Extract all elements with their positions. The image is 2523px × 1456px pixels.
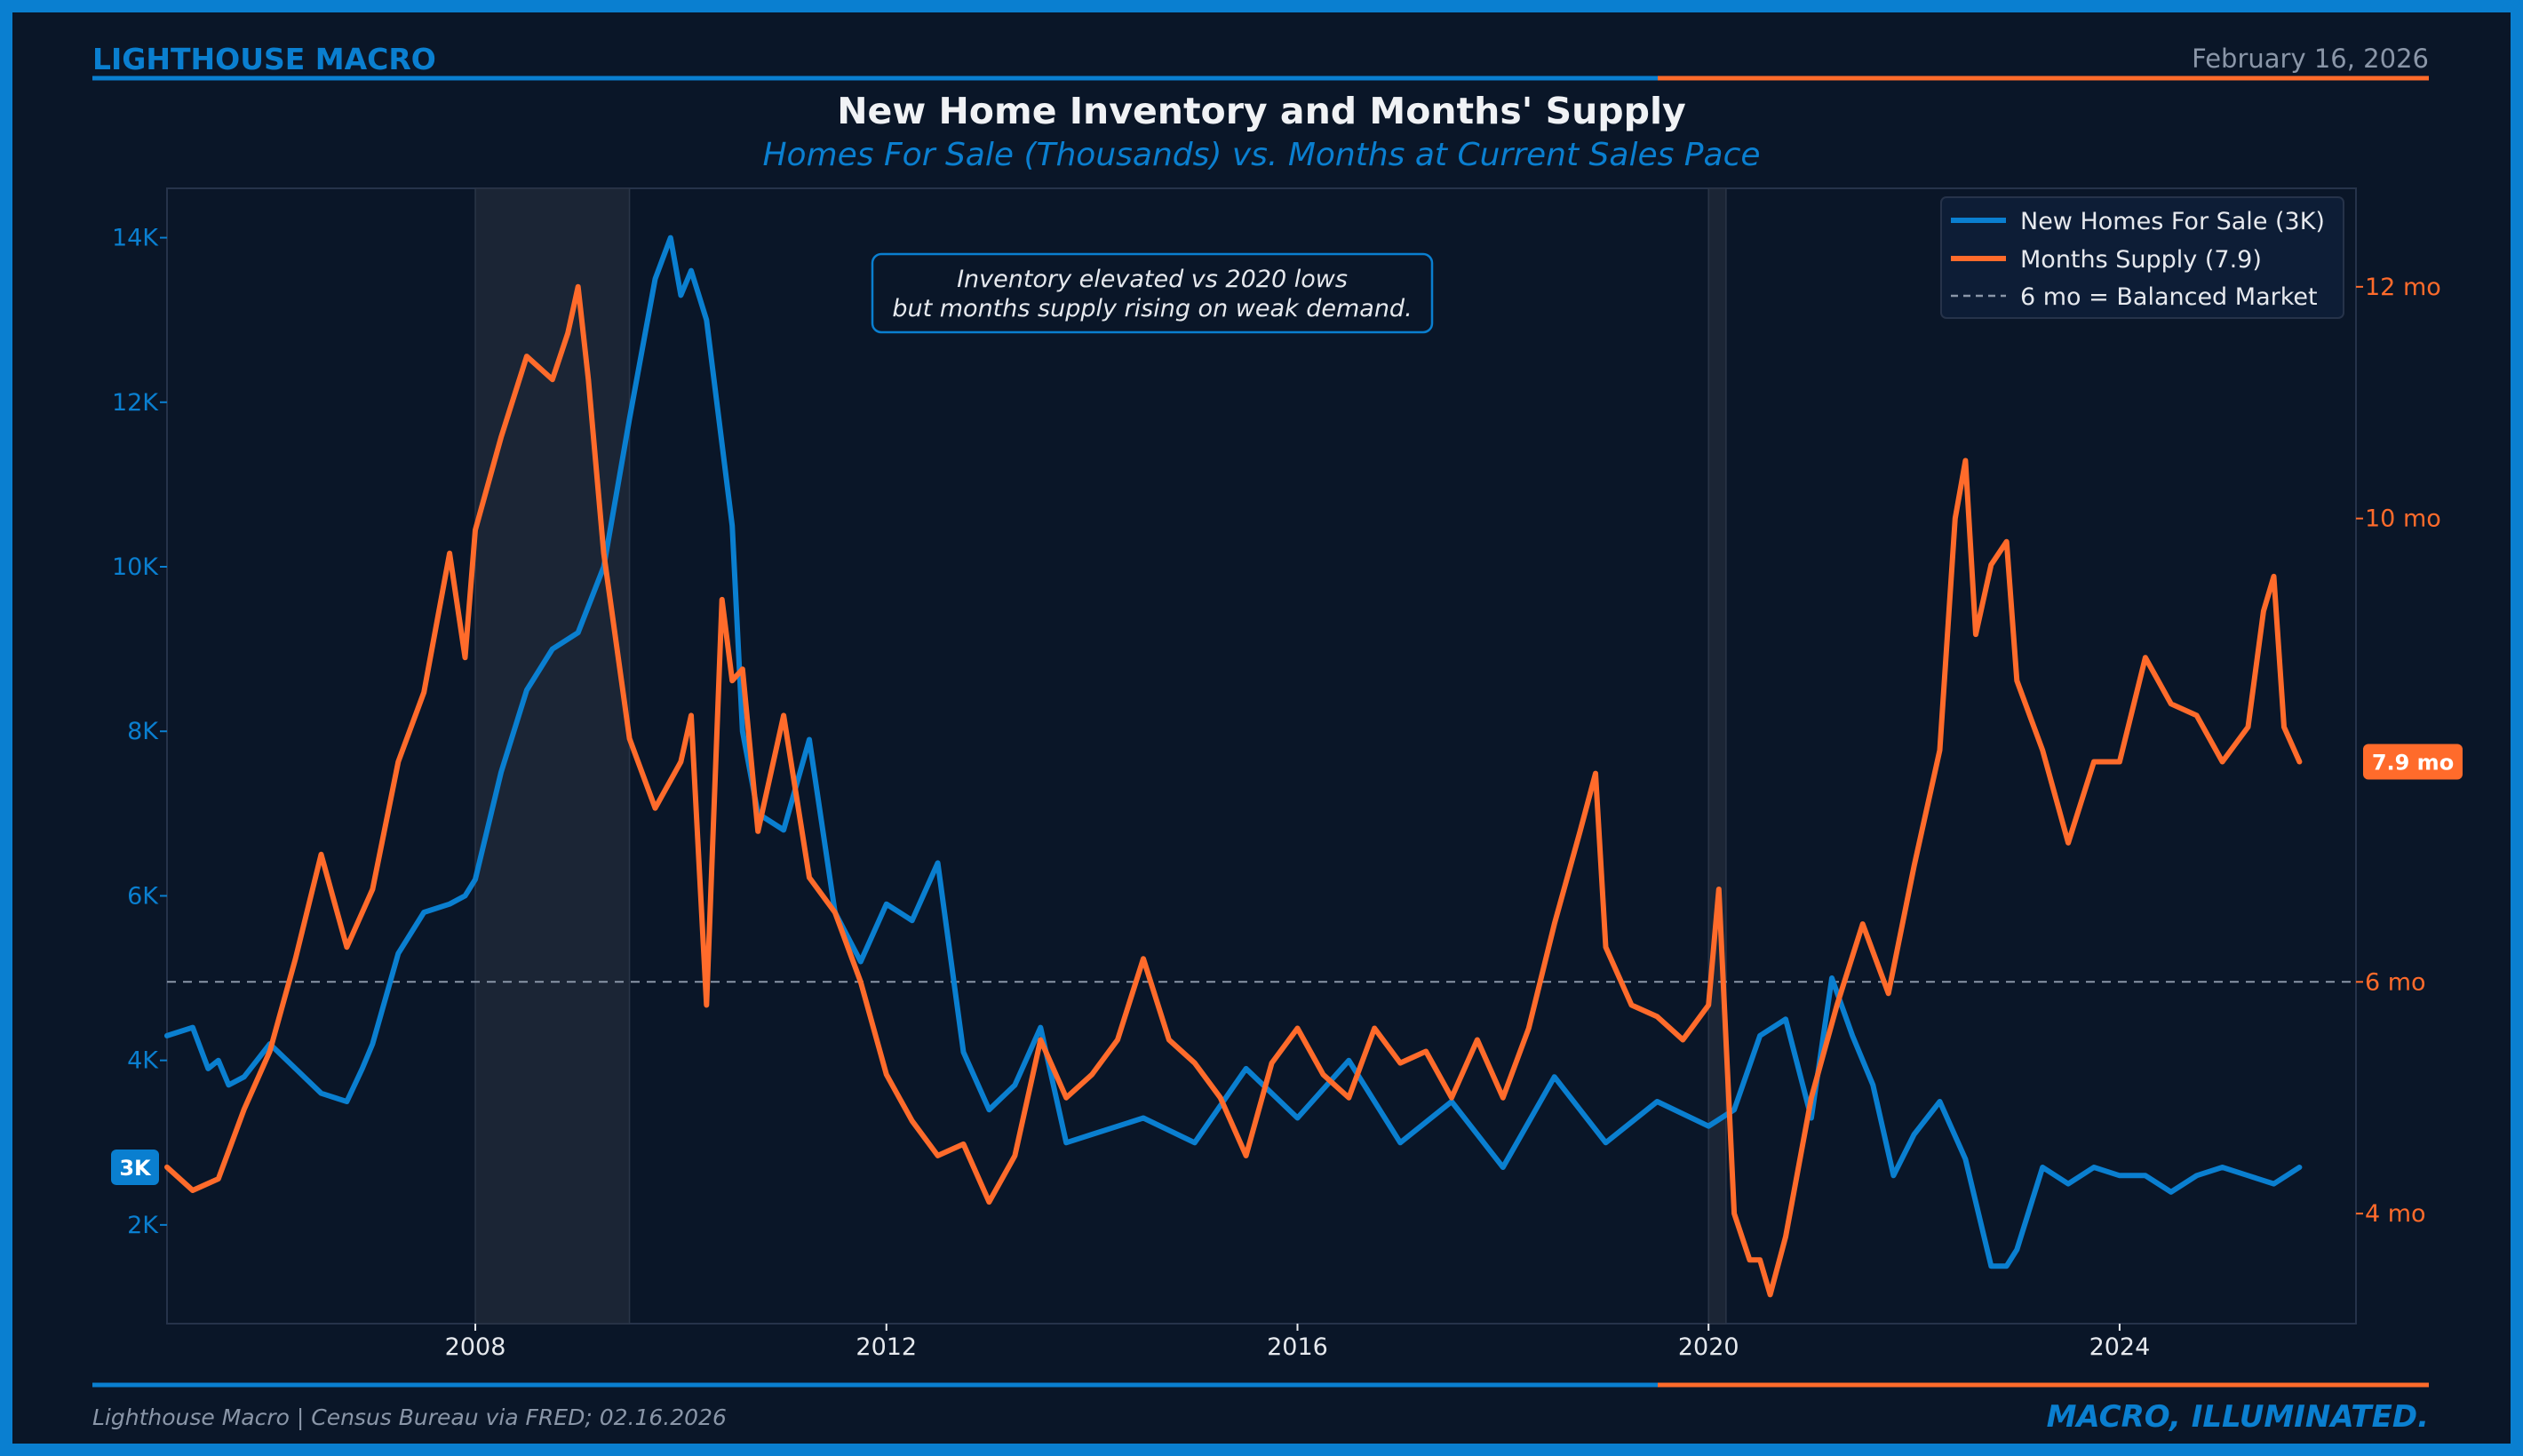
x-tick-label: 2008: [445, 1333, 506, 1361]
right-tick-label: 12 mo: [2365, 274, 2441, 301]
series-line-new-homes-for-sale: [164, 235, 2303, 1269]
right-tick-label: 4 mo: [2365, 1200, 2426, 1228]
chart-title: New Home Inventory and Months' Supply: [837, 90, 1686, 132]
x-axis: 2008 2012 2016 2020 2024: [445, 1324, 2151, 1361]
header-date: February 16, 2026: [2192, 44, 2429, 74]
x-tick-label: 2016: [1267, 1333, 1328, 1361]
right-axis: 4 mo 6 mo 10 mo 12 mo: [2356, 274, 2441, 1228]
end-label-inventory-text: 3K: [119, 1156, 152, 1181]
end-label-months: 7.9 mo: [2363, 744, 2463, 780]
chart-subtitle: Homes For Sale (Thousands) vs. Months at…: [762, 137, 1760, 173]
left-tick-label: 6K: [127, 882, 159, 910]
right-tick-label: 10 mo: [2365, 505, 2441, 533]
recession-shading: [474, 187, 1727, 1325]
footer-tagline: MACRO, ILLUMINATED.: [2047, 1399, 2429, 1435]
left-axis: 2K 4K 6K 8K 10K 12K 14K: [112, 225, 167, 1239]
left-tick-label: 10K: [112, 553, 159, 581]
end-label-months-text: 7.9 mo: [2372, 751, 2454, 776]
x-tick-label: 2012: [856, 1333, 917, 1361]
x-tick-label: 2024: [2089, 1333, 2151, 1361]
annotation-line-2: but months supply rising on weak demand.: [892, 295, 1412, 322]
footer-source: Lighthouse Macro | Census Bureau via FRE…: [92, 1404, 727, 1430]
legend-label-balanced: 6 mo = Balanced Market: [2020, 283, 2318, 311]
annotation-box: [871, 252, 1434, 334]
legend-label-inventory: New Homes For Sale (3K): [2020, 208, 2325, 235]
right-tick-label: 6 mo: [2365, 968, 2426, 996]
recession-band-2: [1707, 187, 1727, 1325]
end-label-inventory: 3K: [111, 1150, 159, 1186]
legend: [1940, 196, 2344, 319]
annotation-line-1: Inventory elevated vs 2020 lows: [957, 266, 1348, 293]
left-tick-label: 14K: [112, 225, 159, 252]
x-tick-label: 2020: [1678, 1333, 1739, 1361]
left-tick-label: 2K: [127, 1212, 159, 1239]
legend-label-months: Months Supply (7.9): [2020, 246, 2262, 274]
left-tick-label: 4K: [127, 1047, 159, 1075]
series-line-months-supply: [164, 283, 2303, 1298]
brand-title: LIGHTHOUSE MACRO: [92, 42, 436, 76]
left-tick-label: 12K: [112, 389, 159, 417]
recession-band-1: [474, 187, 631, 1325]
left-tick-label: 8K: [127, 718, 159, 745]
